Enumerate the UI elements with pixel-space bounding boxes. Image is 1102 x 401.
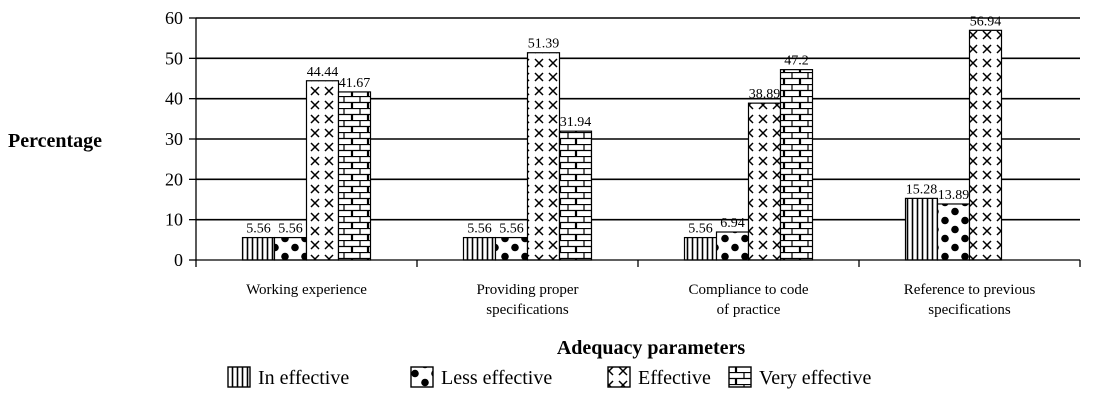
legend: In effective Less effective Effective Very …: [227, 366, 871, 389]
legend-item: Effective: [607, 366, 711, 389]
bar: [494, 236, 529, 261]
y-tick-label: 50: [165, 48, 183, 68]
x-category-label: Reference to previous: [904, 282, 1036, 298]
value-label: 31.94: [560, 115, 592, 130]
legend-label: Very effective: [759, 367, 871, 389]
value-label: 44.44: [307, 65, 339, 80]
bar: [462, 236, 497, 261]
bars: [241, 29, 1003, 261]
value-label: 5.56: [499, 222, 524, 237]
x-category-label: Providing proper: [476, 282, 578, 298]
value-label: 13.89: [938, 188, 970, 203]
legend-item: Very effective: [728, 366, 871, 389]
value-label: 5.56: [688, 222, 713, 237]
y-tick-label: 30: [165, 129, 183, 149]
y-tick-label: 20: [165, 169, 183, 189]
x-category-label: Working experience: [246, 282, 367, 298]
y-tick-label: 0: [174, 250, 183, 270]
legend-label: In effective: [258, 367, 349, 389]
bar: [273, 236, 308, 261]
value-label: 47.2: [784, 54, 809, 69]
value-label: 5.56: [278, 222, 303, 237]
value-label: 15.28: [906, 182, 938, 197]
value-label: 6.94: [720, 216, 745, 231]
value-label: 56.94: [970, 14, 1002, 29]
x-category-label: specifications: [486, 302, 569, 318]
bar: [715, 231, 750, 261]
y-axis-ticks: 0 10 20 30 40 50 60: [165, 8, 196, 270]
value-label: 41.67: [339, 76, 371, 91]
legend-swatch: [227, 366, 251, 388]
legend-swatch: [410, 366, 434, 388]
x-category-label: specifications: [928, 302, 1011, 318]
bar: [526, 52, 561, 261]
bar: [747, 102, 782, 261]
value-label: 5.56: [246, 222, 271, 237]
bar: [779, 69, 814, 261]
legend-swatch: [728, 366, 752, 388]
legend-label: Less effective: [441, 367, 552, 389]
legend-item: In effective: [227, 366, 349, 389]
legend-swatch: [607, 366, 631, 388]
y-tick-label: 10: [165, 210, 183, 230]
x-axis-label: Adequacy parameters: [557, 337, 746, 359]
y-axis-label: Percentage: [8, 130, 102, 152]
x-category-label: Compliance to code: [689, 282, 809, 298]
value-label: 5.56: [467, 222, 492, 237]
value-label: 51.39: [528, 37, 560, 52]
y-tick-label: 60: [165, 8, 183, 28]
bar: [241, 236, 276, 261]
value-labels: 5.56 5.56 5.56 15.28 5.56 5.56 6.94 13.89 44.44 5…: [246, 14, 1001, 236]
x-axis-categories: Working experience Providing proper specif…: [246, 282, 1035, 318]
bar: [558, 130, 593, 261]
axes: [195, 18, 1081, 267]
bar: [305, 80, 340, 261]
legend-item: Less effective: [410, 366, 552, 389]
bar: [337, 91, 372, 261]
bar: [904, 197, 939, 261]
bar: [968, 29, 1003, 261]
bar: [683, 236, 718, 261]
y-tick-label: 40: [165, 89, 183, 109]
bar: [936, 203, 971, 261]
value-label: 38.89: [749, 87, 781, 102]
x-category-label: of practice: [717, 302, 781, 318]
legend-label: Effective: [638, 367, 711, 389]
